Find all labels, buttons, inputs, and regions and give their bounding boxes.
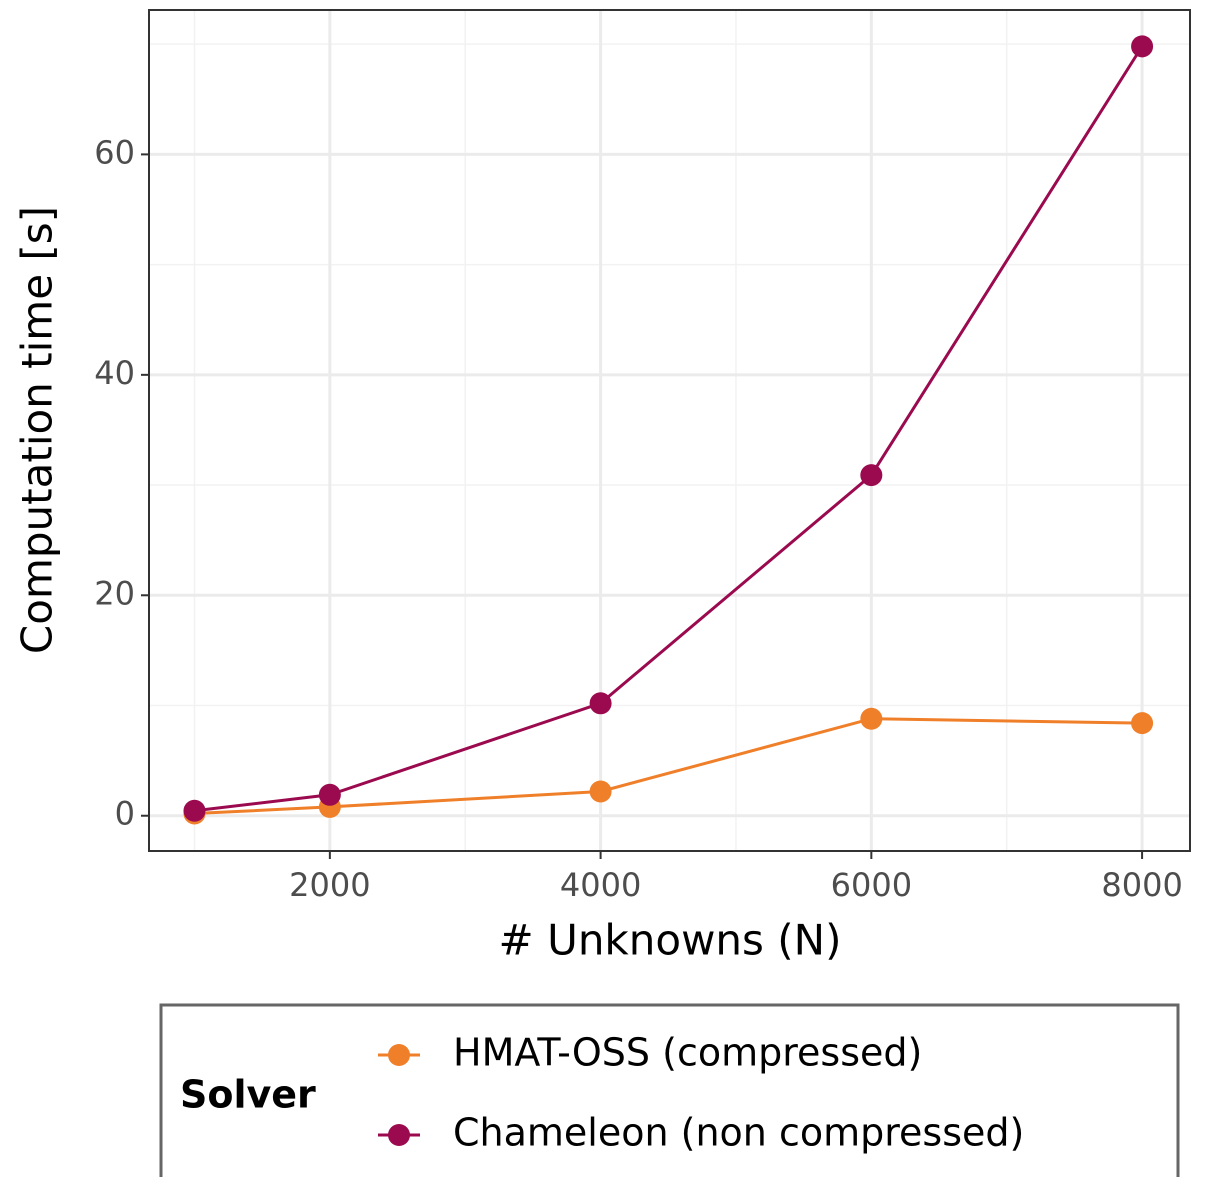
point <box>1131 35 1154 58</box>
point <box>589 692 612 715</box>
y-tick-label: 20 <box>94 574 135 612</box>
point <box>860 464 883 487</box>
point <box>589 780 612 803</box>
y-axis-title: Computation time [s] <box>13 206 62 654</box>
point <box>183 799 206 822</box>
point <box>1131 712 1154 735</box>
plot-border <box>148 9 1191 852</box>
legend-marker <box>388 1044 410 1066</box>
legend-title: Solver <box>180 1073 316 1117</box>
y-tick-label: 60 <box>94 133 135 171</box>
x-tick-label: 6000 <box>831 866 912 904</box>
series-line <box>194 45 1144 813</box>
point <box>318 783 341 806</box>
x-tick-label: 2000 <box>289 866 370 904</box>
legend-marker <box>388 1124 410 1146</box>
legend-box <box>159 1003 1180 1177</box>
y-tick-label: 40 <box>94 354 135 392</box>
x-axis-title: # Unknowns (N) <box>499 916 842 965</box>
legend-label: Chameleon (non compressed) <box>453 1111 1024 1155</box>
x-tick-label: 8000 <box>1101 866 1182 904</box>
y-tick-label: 0 <box>115 795 135 833</box>
legend-label: HMAT-OSS (compressed) <box>453 1031 922 1075</box>
point <box>860 707 883 730</box>
x-tick-label: 4000 <box>560 866 641 904</box>
